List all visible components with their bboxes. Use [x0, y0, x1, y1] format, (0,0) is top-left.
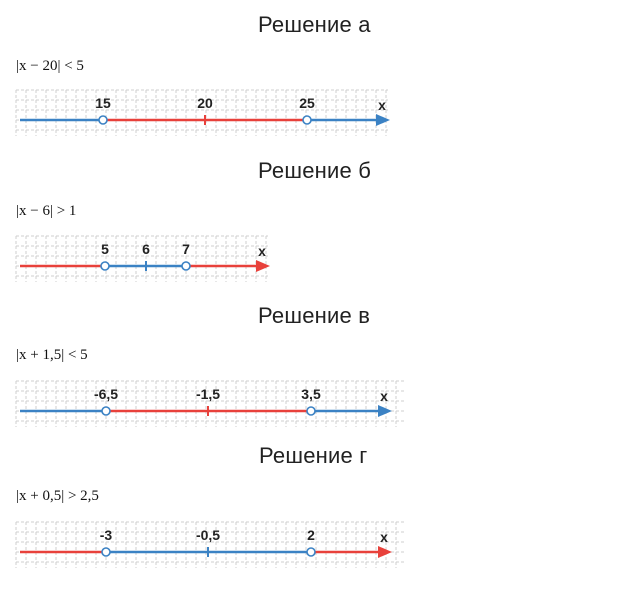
axis-arrow-icon: [378, 405, 392, 417]
tick-label-middle: -0,5: [196, 527, 220, 543]
axis-letter: x: [380, 388, 388, 404]
heading-section-d: Решение г: [259, 443, 368, 468]
endpoint-right-circle: [181, 261, 191, 271]
endpoint-right-circle: [306, 406, 316, 416]
number-line-section-d: x -3 -0,5 2: [15, 521, 404, 568]
tick-label-middle: 20: [197, 95, 213, 111]
endpoint-right-circle: [302, 115, 312, 125]
tick-label-right: 25: [299, 95, 315, 111]
heading-section-c: Решение в: [258, 303, 371, 328]
tick-label-left: -3: [100, 527, 113, 543]
tick-label-left: -6,5: [94, 386, 118, 402]
heading-section-a: Решение а: [258, 12, 371, 37]
grid: [15, 521, 404, 568]
number-line-section-b: x 5 6 7: [15, 235, 270, 282]
axis-arrow-icon: [378, 546, 392, 558]
inequality-section-c: |x + 1,5| < 5: [16, 347, 88, 363]
axis-letter: x: [380, 529, 388, 545]
axis-letter: x: [258, 243, 266, 259]
grid: [15, 380, 404, 427]
number-line-section-a: x 15 20 25: [15, 89, 390, 136]
heading-section-b: Решение б: [258, 158, 372, 183]
tick-label-right: 7: [182, 241, 190, 257]
endpoint-left-circle: [98, 115, 108, 125]
endpoint-right-circle: [306, 547, 316, 557]
tick-label-right: 3,5: [301, 386, 321, 402]
inequality-section-a: |x − 20| < 5: [16, 58, 84, 74]
inequality-section-b: |x − 6| > 1: [16, 203, 77, 219]
tick-label-left: 5: [101, 241, 109, 257]
tick-label-left: 15: [95, 95, 111, 111]
inequality-section-d: |x + 0,5| > 2,5: [16, 488, 99, 504]
axis-arrow-icon: [376, 114, 390, 126]
tick-label-right: 2: [307, 527, 315, 543]
number-line-section-c: x -6,5 -1,5 3,5: [15, 380, 404, 427]
endpoint-left-circle: [101, 406, 111, 416]
endpoint-left-circle: [101, 547, 111, 557]
axis-letter: x: [378, 97, 386, 113]
tick-label-middle: 6: [142, 241, 150, 257]
endpoint-left-circle: [100, 261, 110, 271]
tick-label-middle: -1,5: [196, 386, 220, 402]
axis-arrow-icon: [256, 260, 270, 272]
